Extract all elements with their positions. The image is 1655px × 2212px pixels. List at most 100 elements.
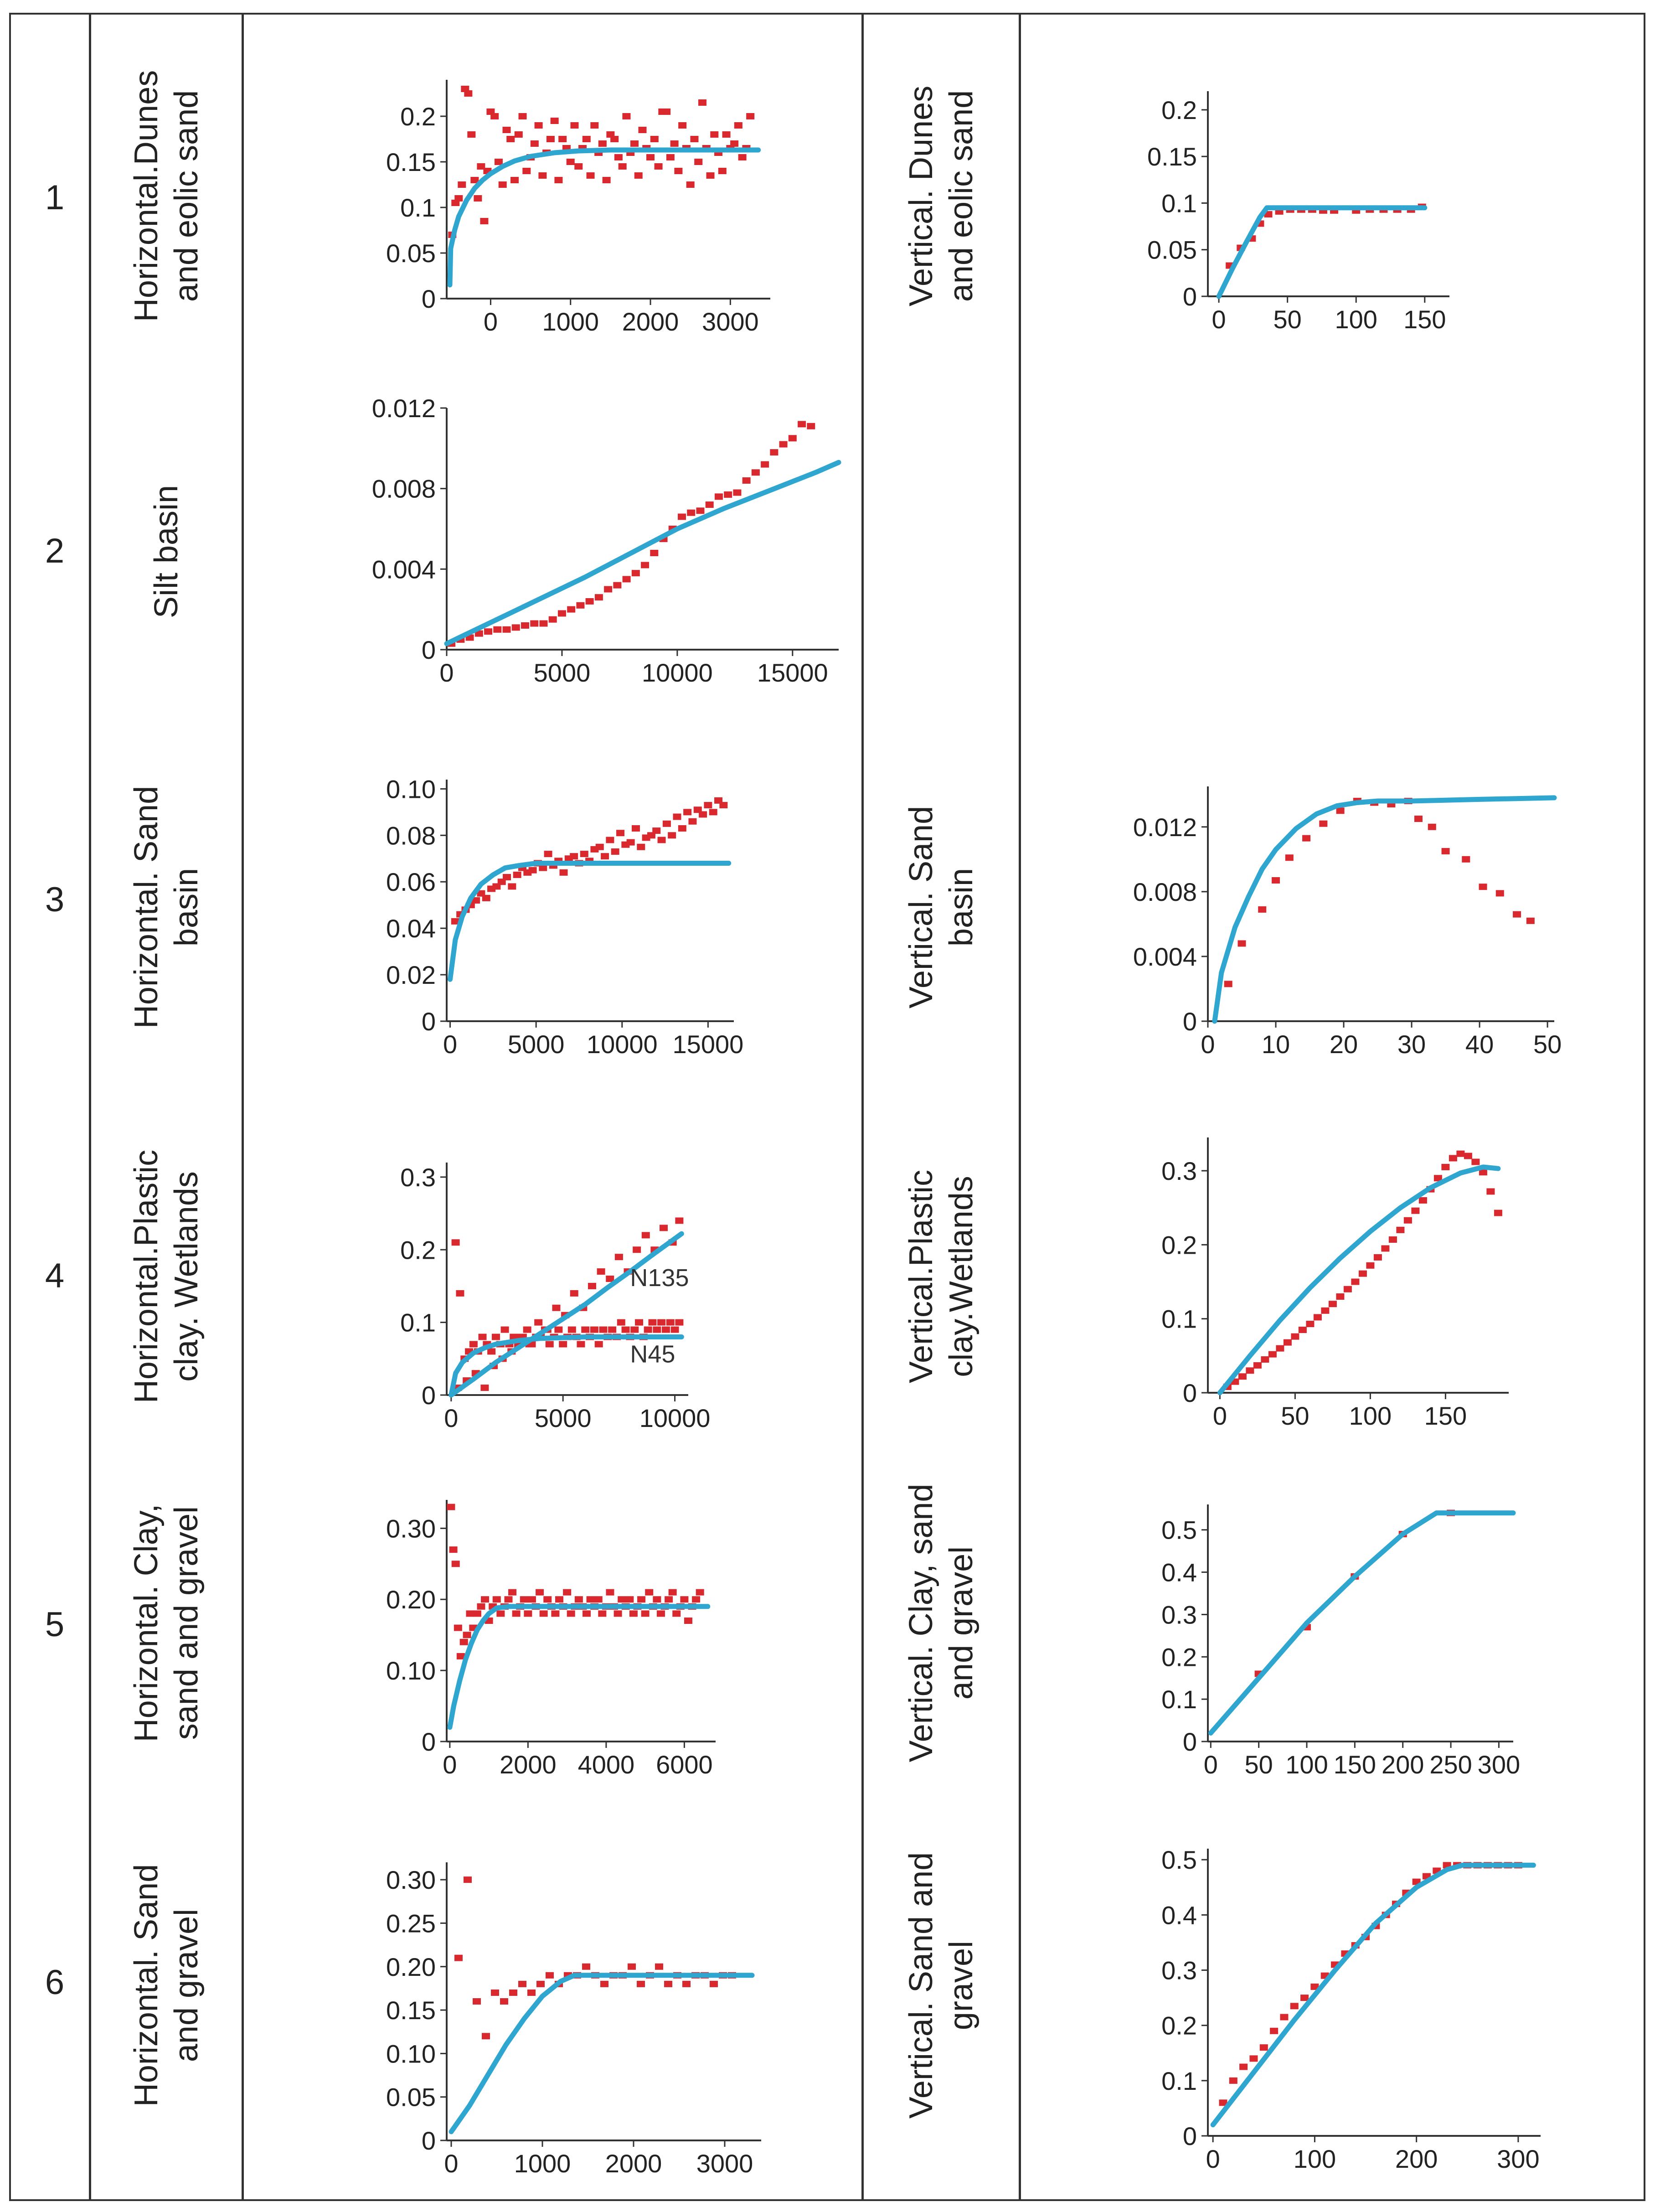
- data-point: [1526, 917, 1535, 924]
- data-point: [1494, 1209, 1502, 1216]
- data-point: [594, 594, 603, 601]
- y-tick-label: 0.30: [386, 1514, 436, 1543]
- data-point: [527, 1989, 536, 1996]
- data-point: [1246, 1367, 1254, 1374]
- chart-c2h: 0 0.004 0.008 0.012 0 5000 10000 15000: [372, 394, 841, 687]
- data-point: [1411, 1207, 1420, 1214]
- data-point: [594, 1341, 603, 1348]
- x-tick-label: 5000: [508, 1030, 565, 1059]
- data-point: [621, 1326, 630, 1333]
- data-point: [567, 606, 576, 613]
- data-point: [654, 163, 663, 170]
- data-point: [563, 1589, 572, 1596]
- data-point: [675, 1217, 684, 1224]
- y-tick-label: 0.1: [1161, 1685, 1197, 1714]
- x-tick-label: 5000: [535, 1404, 592, 1432]
- data-point: [590, 122, 599, 129]
- y-tick-label: 0: [1183, 282, 1197, 311]
- data-point: [1343, 1286, 1352, 1292]
- data-point: [458, 181, 466, 188]
- data-point: [807, 423, 815, 429]
- data-point: [539, 864, 547, 871]
- data-point: [730, 140, 739, 147]
- data-point: [449, 1546, 458, 1553]
- data-point: [1336, 1293, 1345, 1300]
- y-tick-label: 0.10: [386, 1656, 436, 1685]
- row-number-3: 3: [45, 880, 65, 919]
- data-point: [534, 1319, 543, 1326]
- label-c2h: Silt basin: [148, 485, 185, 619]
- x-tick-label: 0: [1213, 1401, 1227, 1430]
- data-point: [491, 1989, 499, 1996]
- data-point: [595, 843, 604, 850]
- data-point: [704, 802, 712, 809]
- data-point: [484, 628, 493, 635]
- y-tick-label: 0.2: [1161, 96, 1197, 124]
- data-point: [629, 1610, 638, 1617]
- x-tick-label: 0: [444, 1404, 458, 1432]
- x-tick-label: 0: [1212, 305, 1226, 334]
- x-tick-label: 10000: [642, 658, 713, 687]
- data-point: [514, 131, 523, 138]
- data-point: [761, 461, 769, 468]
- data-point: [650, 550, 659, 556]
- y-tick-label: 0.1: [1161, 2067, 1197, 2095]
- x-tick-label: 10: [1262, 1030, 1290, 1059]
- data-point: [1433, 1175, 1442, 1182]
- data-point: [1513, 911, 1521, 918]
- data-point: [674, 168, 683, 174]
- data-point: [641, 562, 650, 569]
- fit-curve: [1210, 1862, 1536, 2128]
- divider-columns: [861, 13, 864, 2201]
- chart-c3h: 0 0.02 0.04 0.06 0.08 0.10 0 5000 10000 15000: [386, 775, 743, 1059]
- data-point: [1388, 1236, 1397, 1243]
- data-point: [618, 163, 627, 170]
- chart-c6v: 0 0.1 0.2 0.3 0.4 0.5 0 100 200 300: [1161, 1845, 1541, 2173]
- y-tick-label: 0.25: [386, 1909, 436, 1938]
- data-point: [1261, 1356, 1269, 1363]
- data-point: [1464, 1153, 1472, 1159]
- data-point: [600, 1980, 608, 1987]
- data-point: [576, 602, 585, 609]
- x-tick-label: 0: [1206, 2145, 1220, 2173]
- data-point: [594, 1596, 603, 1603]
- data-point: [617, 1319, 625, 1326]
- y-tick-label: 0.30: [386, 1866, 436, 1894]
- data-point: [1224, 981, 1232, 987]
- x-tick-label: 250: [1429, 1750, 1472, 1779]
- data-point: [1270, 2027, 1279, 2034]
- data-point: [696, 507, 705, 514]
- data-point: [480, 218, 489, 224]
- data-point: [478, 1333, 487, 1340]
- data-point: [508, 1589, 517, 1596]
- data-point: [622, 576, 631, 583]
- data-point: [477, 163, 485, 170]
- data-point: [474, 630, 483, 637]
- divider-rownum: [89, 13, 91, 2201]
- data-point: [638, 127, 647, 133]
- fit-curve: [449, 1973, 755, 2134]
- y-tick-label: 0.1: [1161, 189, 1197, 217]
- data-point: [487, 1348, 496, 1355]
- data-point: [534, 122, 543, 129]
- x-tick-label: 15000: [757, 658, 828, 687]
- data-point: [570, 122, 579, 129]
- x-tick-label: 1000: [514, 2149, 571, 2178]
- data-point: [630, 1326, 639, 1333]
- label-c1v: Vertical. Dunes and eolic sand: [903, 85, 980, 307]
- data-point: [447, 1504, 455, 1510]
- data-point: [722, 131, 731, 138]
- x-tick-label: 3000: [696, 2149, 753, 2178]
- x-tick-label: 50: [1533, 1030, 1562, 1059]
- curve-annotation: N135: [630, 1264, 689, 1292]
- data-point: [714, 493, 723, 500]
- data-point: [456, 1290, 464, 1297]
- data-point: [523, 1326, 531, 1333]
- y-tick-label: 0: [1183, 1727, 1197, 1756]
- data-point: [474, 195, 482, 202]
- data-point: [719, 802, 728, 809]
- y-tick-label: 0.4: [1161, 1901, 1197, 1929]
- data-point: [494, 159, 503, 165]
- data-point: [634, 172, 643, 179]
- x-tick-label: 4000: [578, 1750, 635, 1779]
